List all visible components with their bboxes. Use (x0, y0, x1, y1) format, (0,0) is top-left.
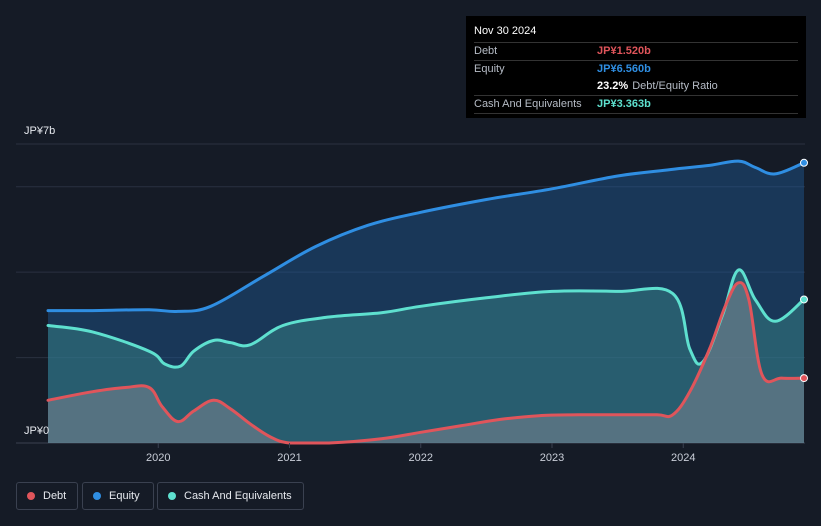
tooltip-date: Nov 30 2024 (474, 24, 798, 43)
legend-item-cash[interactable]: Cash And Equivalents (157, 482, 304, 510)
tooltip-equity-row: Equity JP¥6.560b (474, 61, 798, 78)
legend-debt-label: Debt (43, 490, 67, 502)
end-marker-equity (800, 158, 808, 167)
tooltip-debt-row: Debt JP¥1.520b (474, 43, 798, 61)
tooltip-cash-label: Cash And Equivalents (474, 98, 582, 110)
tooltip-ratio-label: Debt/Equity Ratio (632, 80, 718, 92)
hover-tooltip: Nov 30 2024 Debt JP¥1.520b Equity JP¥6.5… (466, 16, 806, 118)
tooltip-ratio-value: 23.2% (597, 80, 629, 92)
end-markers (800, 158, 808, 383)
x-tick-label: 2024 (671, 452, 695, 464)
tooltip-debt-value: JP¥1.520b (597, 45, 651, 57)
area-cash-and-equivalents (48, 269, 804, 443)
tooltip-debt-label: Debt (474, 45, 498, 57)
tooltip-cash-row: Cash And Equivalents JP¥3.363b (474, 96, 798, 114)
line-equity (46, 159, 806, 314)
tooltip-equity-value: JP¥6.560b (597, 63, 651, 75)
end-marker-debt (800, 374, 808, 383)
area-debt (48, 282, 804, 443)
end-marker-cash-and-equivalents (800, 295, 808, 304)
legend-debt-swatch (27, 492, 35, 500)
x-axis-ticks: 2020 2021 2022 2023 2024 (146, 443, 695, 464)
x-tick-label: 2022 (409, 452, 433, 464)
legend-equity-label: Equity (109, 490, 140, 502)
series-areas (48, 161, 804, 443)
legend-cash-swatch (168, 492, 176, 500)
tooltip-equity-label: Equity (474, 63, 505, 75)
line-debt (46, 281, 806, 445)
y-tick-label-top: JP¥7b (24, 125, 56, 137)
x-tick-label: 2023 (540, 452, 564, 464)
y-tick-label-bottom: JP¥0 (24, 425, 50, 437)
area-equity (48, 161, 804, 443)
x-tick-label: 2020 (146, 452, 170, 464)
tooltip-cash-value: JP¥3.363b (597, 98, 651, 110)
legend-item-equity[interactable]: Equity (82, 482, 154, 510)
legend-cash-label: Cash And Equivalents (184, 490, 292, 502)
x-tick-label: 2021 (277, 452, 301, 464)
tooltip-ratio-row: 23.2% Debt/Equity Ratio (474, 78, 798, 96)
legend-equity-swatch (93, 492, 101, 500)
series-lines (46, 159, 806, 445)
legend-item-debt[interactable]: Debt (16, 482, 78, 510)
gridlines (16, 143, 805, 444)
